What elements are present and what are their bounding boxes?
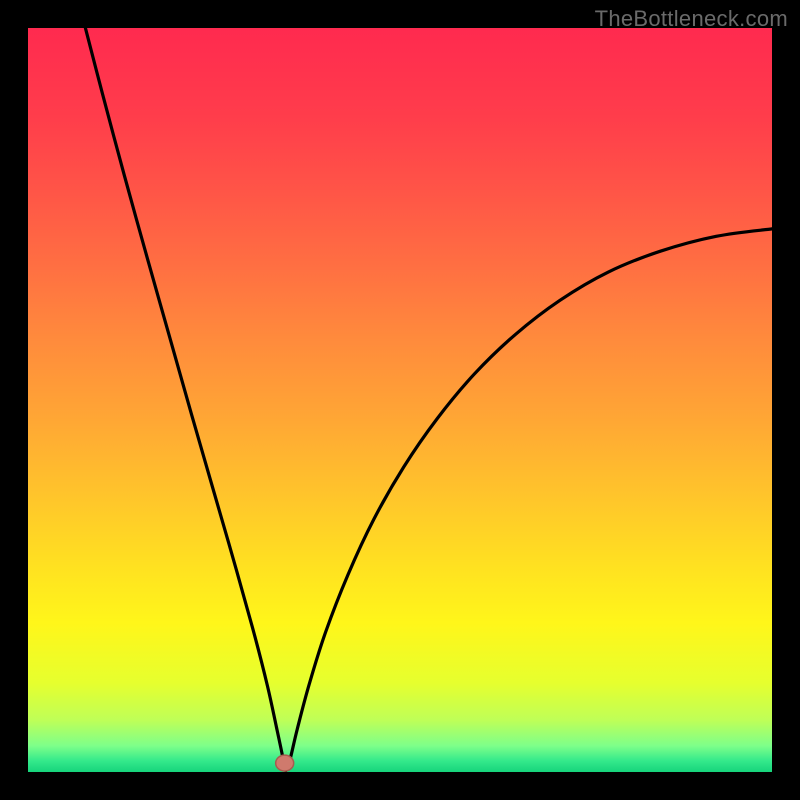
optimal-point-marker <box>276 755 294 771</box>
watermark-text: TheBottleneck.com <box>595 6 788 32</box>
chart-svg <box>0 0 800 800</box>
bottleneck-chart: TheBottleneck.com <box>0 0 800 800</box>
